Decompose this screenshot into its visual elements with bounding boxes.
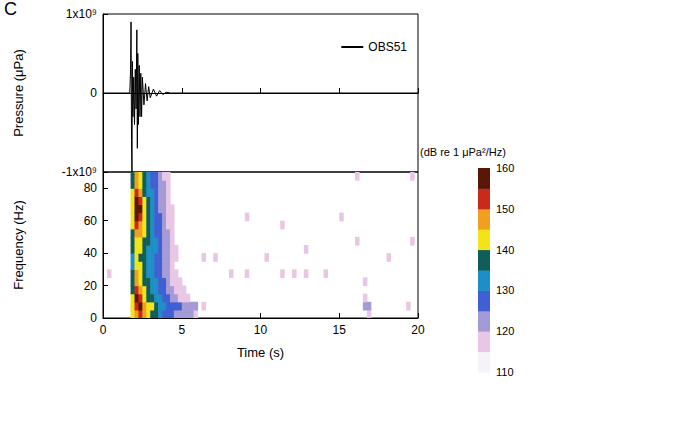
svg-text:20: 20 <box>411 323 425 337</box>
svg-text:5: 5 <box>178 323 185 337</box>
svg-text:C: C <box>4 0 17 19</box>
svg-text:(dB re 1 μPa²/Hz): (dB re 1 μPa²/Hz) <box>420 146 506 158</box>
svg-text:Frequency (Hz): Frequency (Hz) <box>11 200 26 290</box>
svg-text:10: 10 <box>254 323 268 337</box>
svg-text:1x10⁹: 1x10⁹ <box>66 7 97 21</box>
svg-text:-1x10⁹: -1x10⁹ <box>62 165 97 179</box>
svg-text:Time (s): Time (s) <box>237 345 284 360</box>
svg-text:150: 150 <box>496 203 514 215</box>
svg-text:20: 20 <box>84 279 98 293</box>
svg-text:130: 130 <box>496 284 514 296</box>
svg-text:160: 160 <box>496 162 514 174</box>
svg-text:0: 0 <box>90 311 97 325</box>
svg-text:Pressure (μPa): Pressure (μPa) <box>11 49 26 137</box>
svg-text:15: 15 <box>333 323 347 337</box>
svg-text:0: 0 <box>90 86 97 100</box>
svg-text:60: 60 <box>84 214 98 228</box>
svg-text:110: 110 <box>496 366 514 378</box>
svg-text:80: 80 <box>84 181 98 195</box>
svg-text:40: 40 <box>84 246 98 260</box>
svg-text:0: 0 <box>100 323 107 337</box>
svg-text:140: 140 <box>496 244 514 256</box>
svg-text:120: 120 <box>496 325 514 337</box>
svg-text:OBS51: OBS51 <box>368 40 407 54</box>
